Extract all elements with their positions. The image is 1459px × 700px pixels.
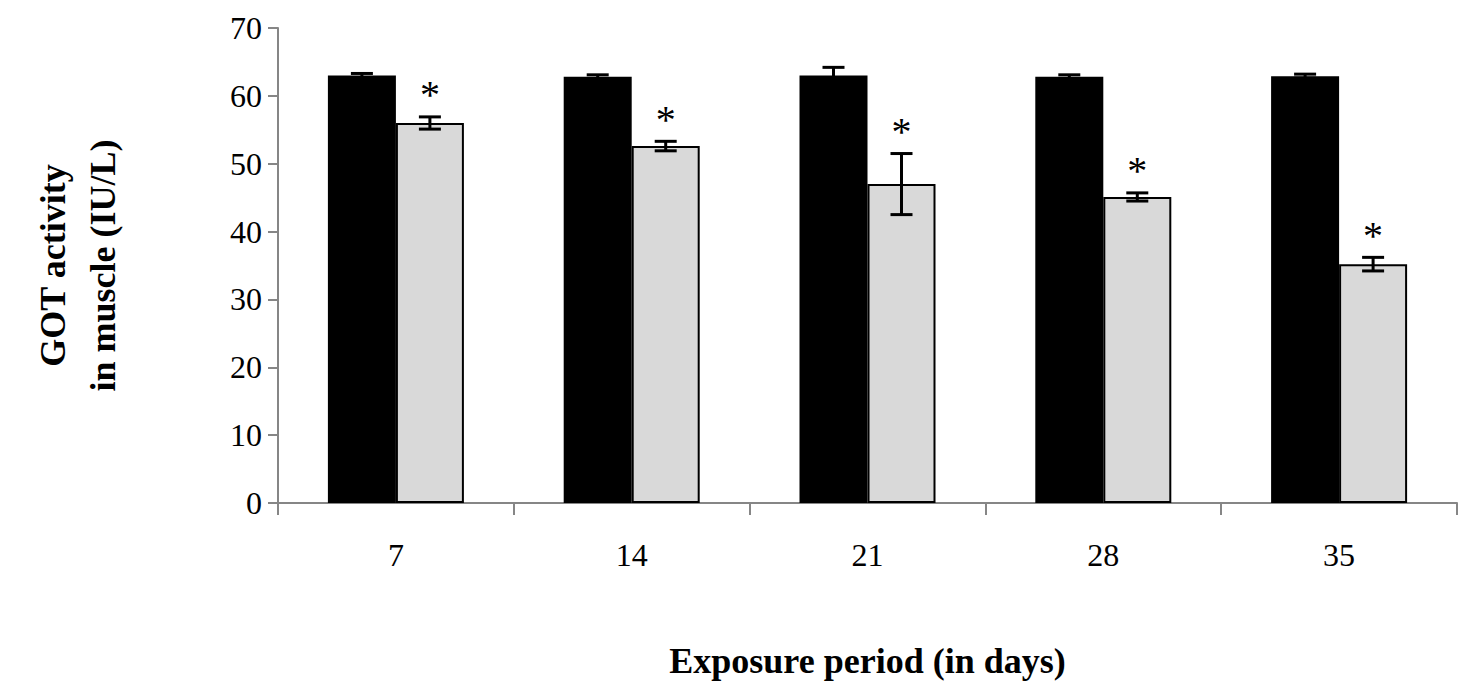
svg-text:Exposure period (in days): Exposure period (in days)	[669, 641, 1065, 681]
svg-text:70: 70	[230, 10, 262, 46]
svg-text:*: *	[420, 72, 440, 117]
svg-text:7: 7	[388, 537, 404, 573]
svg-text:21: 21	[852, 537, 884, 573]
svg-text:50: 50	[230, 146, 262, 182]
svg-text:0: 0	[246, 485, 262, 521]
svg-text:GOT activity: GOT activity	[33, 164, 73, 366]
svg-text:*: *	[1363, 213, 1383, 258]
svg-text:30: 30	[230, 281, 262, 317]
svg-text:in muscle (IU/L): in muscle (IU/L)	[83, 140, 123, 392]
svg-text:14: 14	[616, 537, 648, 573]
svg-text:*: *	[1127, 148, 1147, 193]
svg-text:*: *	[656, 97, 676, 142]
svg-text:40: 40	[230, 214, 262, 250]
svg-text:*: *	[892, 109, 912, 154]
svg-text:10: 10	[230, 417, 262, 453]
svg-text:20: 20	[230, 349, 262, 385]
svg-text:60: 60	[230, 78, 262, 114]
svg-text:35: 35	[1323, 537, 1355, 573]
svg-text:28: 28	[1087, 537, 1119, 573]
